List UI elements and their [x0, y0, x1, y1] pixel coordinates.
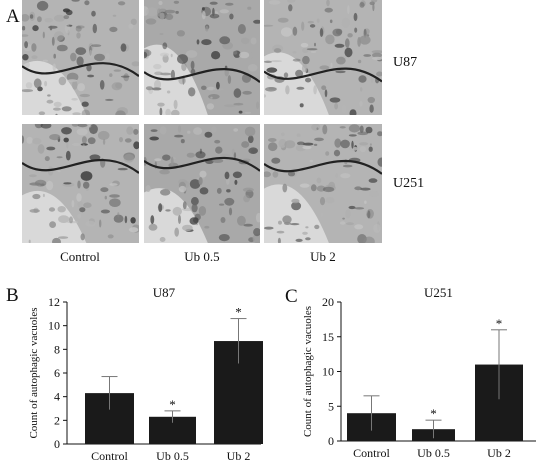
significance-mark: * [169, 397, 176, 412]
chart-u87: 0 2 4 6 8 10 12 U87 Count of autophagic vacuoles… [28, 285, 263, 463]
micrograph-u251-control [22, 124, 139, 243]
column-label-control: Control [60, 249, 100, 264]
panel-b-letter: B [6, 285, 19, 306]
y-tick-label: 10 [48, 319, 60, 333]
row-label-u251: U251 [393, 176, 425, 191]
y-tick-label: 12 [48, 295, 60, 309]
y-tick-label: 2 [54, 413, 60, 427]
y-tick-label: 0 [54, 437, 60, 451]
micrograph-u87-ub05 [144, 0, 260, 115]
x-tick-label: Ub 0.5 [417, 446, 450, 460]
chart-u251: 0 5 10 15 20 U251 Count of autophagic vacuoles… [302, 285, 536, 460]
y-tick-label: 0 [328, 434, 334, 448]
column-label-ub05: Ub 0.5 [184, 249, 220, 264]
y-tick-label: 20 [322, 295, 334, 309]
y-tick-label: 8 [54, 342, 60, 356]
x-tick-label: Control [353, 446, 390, 460]
micrograph-u251-ub2 [264, 124, 382, 243]
y-tick-label: 15 [322, 330, 334, 344]
row-label-u87: U87 [393, 55, 418, 70]
panel-c-letter: C [285, 286, 298, 307]
y-axis-label: Count of autophagic vacuoles [302, 306, 314, 437]
chart-title: U251 [424, 285, 453, 300]
panel-a-letter: A [6, 6, 20, 27]
x-tick-label: Ub 2 [227, 449, 251, 463]
y-tick-label: 5 [328, 399, 334, 413]
x-tick-label: Ub 2 [487, 446, 511, 460]
micrograph-u87-ub2 [264, 0, 382, 115]
significance-mark: * [496, 316, 503, 331]
y-axis-label: Count of autophagic vacuoles [28, 307, 40, 438]
micrograph-u87-control [22, 0, 139, 115]
micrograph-u251-ub05 [144, 124, 260, 243]
significance-mark: * [235, 305, 242, 320]
y-tick-label: 10 [322, 365, 334, 379]
y-tick-label: 6 [54, 366, 60, 380]
x-tick-label: Control [91, 449, 128, 463]
chart-title: U87 [153, 285, 176, 300]
x-tick-label: Ub 0.5 [156, 449, 189, 463]
significance-mark: * [430, 406, 437, 421]
column-label-ub2: Ub 2 [310, 249, 336, 264]
y-tick-label: 4 [54, 390, 60, 404]
